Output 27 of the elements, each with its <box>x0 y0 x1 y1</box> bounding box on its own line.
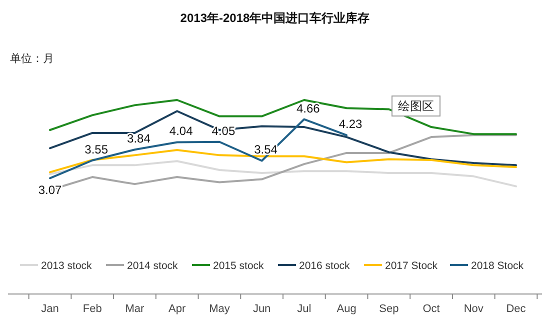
chart-title: 2013年-2018年中国进口车行业库存 <box>180 11 370 25</box>
data-label: 3.84 <box>127 132 151 146</box>
x-tick-label: Mar <box>125 303 145 315</box>
data-label: 4.04 <box>169 124 194 138</box>
x-tick-label: Jun <box>252 303 271 315</box>
x-tick-label: Jul <box>297 303 312 315</box>
x-tick-label: Nov <box>464 303 484 315</box>
legend-label: 2017 Stock <box>385 260 438 272</box>
legend-label: 2013 stock <box>41 260 93 272</box>
x-tick-label: Apr <box>168 303 186 315</box>
annotation: 绘图区 <box>398 99 434 113</box>
x-tick-label: Oct <box>422 303 440 315</box>
legend-label: 2018 Stock <box>471 260 524 272</box>
x-tick-label: Dec <box>506 303 526 315</box>
data-label: 4.66 <box>296 101 320 116</box>
data-label: 3.07 <box>38 183 62 198</box>
legend-label: 2015 stock <box>213 260 265 272</box>
x-tick-label: Aug <box>336 303 356 315</box>
x-tick-label: May <box>209 303 230 315</box>
legend-label: 2016 stock <box>299 260 351 272</box>
data-label: 3.55 <box>84 142 108 156</box>
data-label: 4.23 <box>338 117 363 132</box>
x-tick-label: Jan <box>41 303 59 315</box>
x-tick-label: Feb <box>82 303 102 315</box>
legend-label: 2014 stock <box>127 260 179 272</box>
y-axis-title: 单位：月 <box>10 52 54 65</box>
x-tick-label: Sep <box>379 303 399 315</box>
